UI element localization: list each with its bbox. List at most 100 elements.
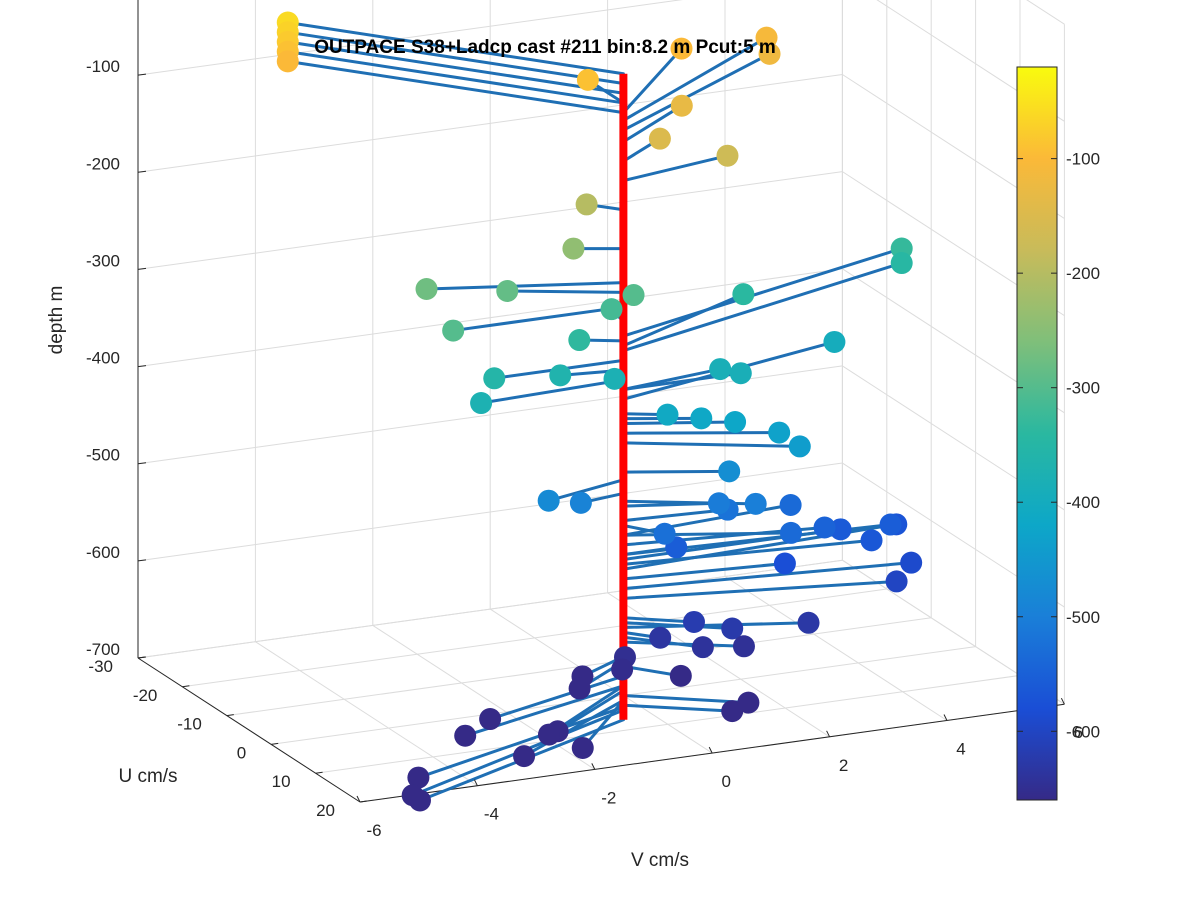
data-point — [886, 570, 908, 592]
data-point — [891, 252, 913, 274]
data-point — [716, 145, 738, 167]
data-point — [774, 552, 796, 574]
data-point — [470, 392, 492, 414]
data-point — [562, 238, 584, 260]
colorbar-gradient — [1017, 67, 1057, 800]
u-tick-mark — [182, 686, 189, 687]
data-point — [823, 331, 845, 353]
data-point — [569, 678, 591, 700]
data-point — [538, 490, 560, 512]
colorbar-tick-label: -200 — [1066, 264, 1100, 283]
v-tick-label: 2 — [839, 756, 848, 775]
data-point — [724, 411, 746, 433]
v-tick-label: -2 — [601, 788, 616, 807]
velocity-stick — [623, 705, 732, 711]
colorbar-tick-label: -400 — [1066, 493, 1100, 512]
z-tick-label: -200 — [86, 154, 120, 173]
velocity-stick — [623, 503, 719, 506]
z-tick-label: -100 — [86, 57, 120, 76]
z-tick-label: -600 — [86, 543, 120, 562]
data-point — [718, 460, 740, 482]
data-point — [538, 724, 560, 746]
colorbar-tick-label: -500 — [1066, 608, 1100, 627]
z-tick-mark — [138, 463, 146, 464]
u-tick-label: 10 — [272, 772, 291, 791]
data-point — [814, 516, 836, 538]
velocity-stick — [623, 471, 729, 472]
data-point — [737, 692, 759, 714]
data-point — [442, 320, 464, 342]
data-point — [601, 298, 623, 320]
data-point — [454, 725, 476, 747]
z-tick-mark — [138, 171, 146, 172]
u-tick-mark — [138, 657, 145, 658]
data-point — [649, 128, 671, 150]
data-point — [880, 514, 902, 536]
data-point — [479, 708, 501, 730]
data-point — [496, 280, 518, 302]
data-point — [572, 737, 594, 759]
data-point — [789, 435, 811, 457]
u-tick-label: 0 — [237, 743, 246, 762]
data-point — [861, 529, 883, 551]
v-tick-label: -6 — [366, 821, 381, 840]
data-point — [671, 95, 693, 117]
data-point — [683, 611, 705, 633]
velocity-stick — [427, 283, 624, 289]
data-point — [277, 50, 299, 72]
data-point — [708, 492, 730, 514]
u-tick-label: 20 — [316, 801, 335, 820]
velocity-stick — [623, 248, 901, 336]
data-point — [690, 407, 712, 429]
velocity-stick — [453, 307, 623, 331]
data-point — [768, 422, 790, 444]
grid-line — [316, 675, 1020, 773]
colorbar-tick-label: -300 — [1066, 379, 1100, 398]
velocity-stick — [623, 156, 727, 181]
u-tick-label: -20 — [133, 686, 158, 705]
v-tick-label: 4 — [956, 740, 965, 759]
z-axis-label: depth m — [46, 286, 67, 355]
velocity-stick — [623, 642, 744, 646]
z-tick-mark — [138, 74, 146, 75]
velocity-stick — [623, 54, 769, 130]
chart-title: OUTPACE S38+Ladcp cast #211 bin:8.2 m Pc… — [314, 37, 776, 58]
data-point — [692, 636, 714, 658]
data-point — [623, 284, 645, 306]
colorbar-tick-label: -100 — [1066, 150, 1100, 169]
data-point — [604, 368, 626, 390]
grid-line — [608, 593, 830, 737]
u-tick-mark — [316, 772, 323, 773]
velocity-sticks — [288, 22, 911, 800]
colorbar: -100-200-300-400-500-600 — [1017, 67, 1100, 800]
data-point — [654, 523, 676, 545]
data-point — [798, 612, 820, 634]
u-tick-label: -10 — [177, 715, 202, 734]
v-axis-label: V cm/s — [631, 850, 689, 871]
data-point — [900, 552, 922, 574]
velocity-stick — [623, 433, 779, 434]
velocity-stick — [623, 505, 790, 535]
u-tick-label: -30 — [88, 657, 113, 676]
z-tick-mark — [138, 366, 146, 367]
u-tick-mark — [227, 715, 234, 716]
data-point — [576, 193, 598, 215]
data-point — [780, 494, 802, 516]
data-point — [733, 635, 755, 657]
data-point — [570, 492, 592, 514]
data-point — [549, 364, 571, 386]
v-tick-label: 0 — [721, 772, 730, 791]
u-tick-mark — [271, 743, 278, 744]
data-point — [402, 784, 424, 806]
z-tick-label: -300 — [86, 251, 120, 270]
u-axis-label: U cm/s — [118, 766, 177, 787]
v-tick-label: -4 — [484, 805, 499, 824]
data-point — [730, 362, 752, 384]
data-point — [732, 283, 754, 305]
data-point — [416, 278, 438, 300]
data-point — [649, 627, 671, 649]
grid-line — [842, 0, 1064, 24]
data-point — [611, 658, 633, 680]
z-tick-mark — [138, 268, 146, 269]
